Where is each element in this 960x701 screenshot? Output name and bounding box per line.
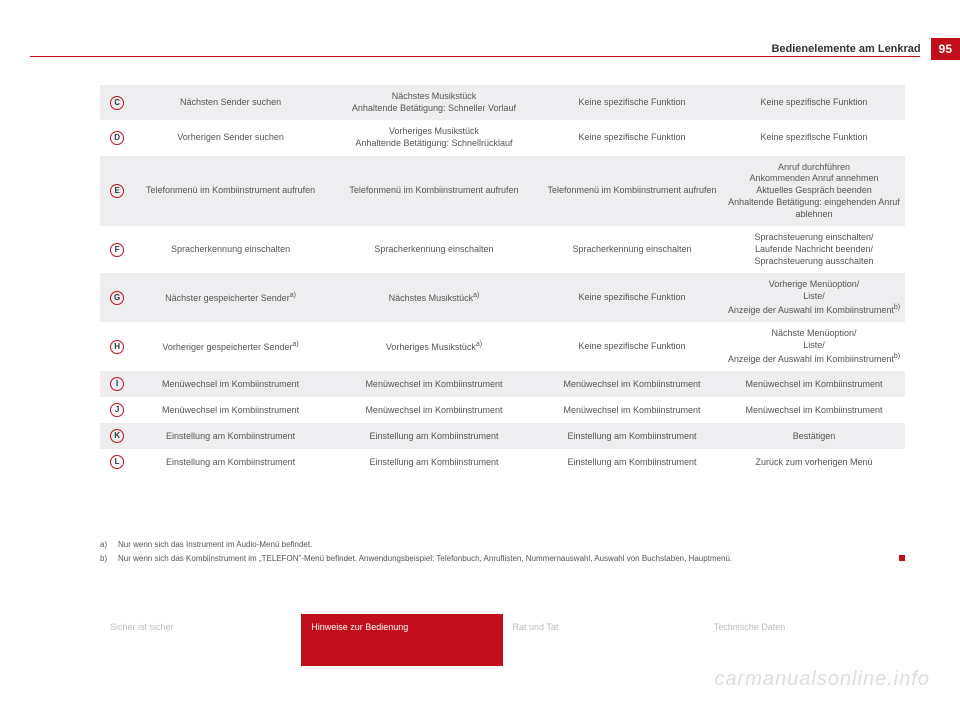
row-key: C	[100, 85, 134, 120]
cell: Telefonmenü im Kombiinstrument aufrufen	[134, 156, 327, 226]
row-key: H	[100, 322, 134, 371]
header-divider	[30, 56, 920, 57]
cell: Spracherkennung einschalten	[327, 226, 541, 273]
cell: Einstellung am Kombiinstrument	[541, 423, 723, 449]
table-row: H Vorheriger gespeicherter Sendera)Vorher…	[100, 322, 905, 371]
section-title: Bedienelemente am Lenkrad	[771, 43, 920, 55]
footnote-key: b)	[100, 554, 118, 563]
page-number-badge: 95	[931, 38, 960, 60]
cell: Keine spezifische Funktion	[541, 85, 723, 120]
cell: Keine spezifische Funktion	[541, 120, 723, 155]
cell: Einstellung am Kombiinstrument	[134, 449, 327, 475]
cell: Spracherkennung einschalten	[134, 226, 327, 273]
section-end-marker	[899, 555, 905, 561]
table-row: JMenüwechsel im KombiinstrumentMenüwechs…	[100, 397, 905, 423]
cell: Vorherigen Sender suchen	[134, 120, 327, 155]
cell: Einstellung am Kombiinstrument	[541, 449, 723, 475]
cell: Menüwechsel im Kombiinstrument	[134, 371, 327, 397]
footnote-ref: b)	[894, 353, 900, 360]
table-row: E Telefonmenü im Kombiinstrument aufrufen…	[100, 156, 905, 226]
cell: Keine spezifische Funktion	[541, 322, 723, 371]
cell: Menüwechsel im Kombiinstrument	[723, 397, 905, 423]
cell: Keine spezifische Funktion	[723, 85, 905, 120]
cell: Menüwechsel im Kombiinstrument	[723, 371, 905, 397]
footnote-ref: b)	[894, 304, 900, 311]
nav-tab[interactable]: Sicher ist sicher	[100, 614, 301, 666]
cell: Telefonmenü im Kombiinstrument aufrufen	[541, 156, 723, 226]
row-key: K	[100, 423, 134, 449]
cell: Keine spezifische Funktion	[723, 120, 905, 155]
cell: Nächste Menüoption/Liste/Anzeige der Aus…	[723, 322, 905, 371]
key-circle-icon: E	[110, 184, 124, 198]
footnote-ref: a)	[473, 292, 479, 299]
table-row: FSpracherkennung einschaltenSpracherkenn…	[100, 226, 905, 273]
cell: Menüwechsel im Kombiinstrument	[327, 397, 541, 423]
row-key: L	[100, 449, 134, 475]
nav-tab[interactable]: Hinweise zur Bedienung	[301, 614, 502, 666]
table-row: IMenüwechsel im KombiinstrumentMenüwechs…	[100, 371, 905, 397]
row-key: D	[100, 120, 134, 155]
key-circle-icon: D	[110, 131, 124, 145]
cell: Nächsten Sender suchen	[134, 85, 327, 120]
footnote: a)Nur wenn sich das Instrument im Audio-…	[100, 540, 905, 549]
cell: Nächstes MusikstückAnhaltende Betätigung…	[327, 85, 541, 120]
footnotes: a)Nur wenn sich das Instrument im Audio-…	[100, 540, 905, 568]
nav-tab[interactable]: Technische Daten	[704, 614, 905, 666]
nav-tab[interactable]: Rat und Tat	[503, 614, 704, 666]
cell: Keine spezifische Funktion	[541, 273, 723, 322]
row-key: F	[100, 226, 134, 273]
cell: Sprachsteuerung einschalten/Laufende Nac…	[723, 226, 905, 273]
row-key: J	[100, 397, 134, 423]
cell: Menüwechsel im Kombiinstrument	[541, 397, 723, 423]
cell: Zurück zum vorherigen Menü	[723, 449, 905, 475]
cell: Anruf durchführenAnkommenden Anruf anneh…	[723, 156, 905, 226]
key-circle-icon: G	[110, 291, 124, 305]
footnote-text: Nur wenn sich das Instrument im Audio-Me…	[118, 540, 312, 549]
cell: Vorheriger gespeicherter Sendera)	[134, 322, 327, 371]
table-row: C Nächsten Sender suchenNächstes Musikstü…	[100, 85, 905, 120]
cell: Vorherige Menüoption/Liste/Anzeige der A…	[723, 273, 905, 322]
key-circle-icon: L	[110, 455, 124, 469]
table-row: D Vorherigen Sender suchenVorheriges Musi…	[100, 120, 905, 155]
footnote-text: Nur wenn sich das Kombiinstrument im „TE…	[118, 554, 732, 563]
cell: Vorheriges MusikstückAnhaltende Betätigu…	[327, 120, 541, 155]
cell: Telefonmenü im Kombiinstrument aufrufen	[327, 156, 541, 226]
cell: Vorheriges Musikstücka)	[327, 322, 541, 371]
cell: Einstellung am Kombiinstrument	[134, 423, 327, 449]
key-circle-icon: J	[110, 403, 124, 417]
cell: Einstellung am Kombiinstrument	[327, 423, 541, 449]
footnote-key: a)	[100, 540, 118, 549]
watermark: carmanualsonline.info	[714, 668, 930, 691]
cell: Bestätigen	[723, 423, 905, 449]
table-row: KEinstellung am KombiinstrumentEinstellu…	[100, 423, 905, 449]
table-row: LEinstellung am KombiinstrumentEinstellu…	[100, 449, 905, 475]
cell: Menüwechsel im Kombiinstrument	[541, 371, 723, 397]
key-circle-icon: F	[110, 243, 124, 257]
key-circle-icon: C	[110, 96, 124, 110]
key-circle-icon: K	[110, 429, 124, 443]
table-row: G Nächster gespeicherter Sendera)Nächstes…	[100, 273, 905, 322]
footnote-ref: a)	[293, 341, 299, 348]
row-key: I	[100, 371, 134, 397]
cell: Menüwechsel im Kombiinstrument	[134, 397, 327, 423]
row-key: E	[100, 156, 134, 226]
cell: Einstellung am Kombiinstrument	[327, 449, 541, 475]
key-circle-icon: H	[110, 340, 124, 354]
key-circle-icon: I	[110, 377, 124, 391]
bottom-tabs: Sicher ist sicherHinweise zur BedienungR…	[100, 614, 905, 666]
controls-table: CNächsten Sender suchenNächstes Musikstü…	[100, 85, 905, 475]
cell: Spracherkennung einschalten	[541, 226, 723, 273]
footnote-ref: a)	[290, 292, 296, 299]
cell: Nächstes Musikstücka)	[327, 273, 541, 322]
footnote: b)Nur wenn sich das Kombiinstrument im „…	[100, 554, 905, 563]
cell: Menüwechsel im Kombiinstrument	[327, 371, 541, 397]
row-key: G	[100, 273, 134, 322]
cell: Nächster gespeicherter Sendera)	[134, 273, 327, 322]
footnote-ref: a)	[476, 341, 482, 348]
